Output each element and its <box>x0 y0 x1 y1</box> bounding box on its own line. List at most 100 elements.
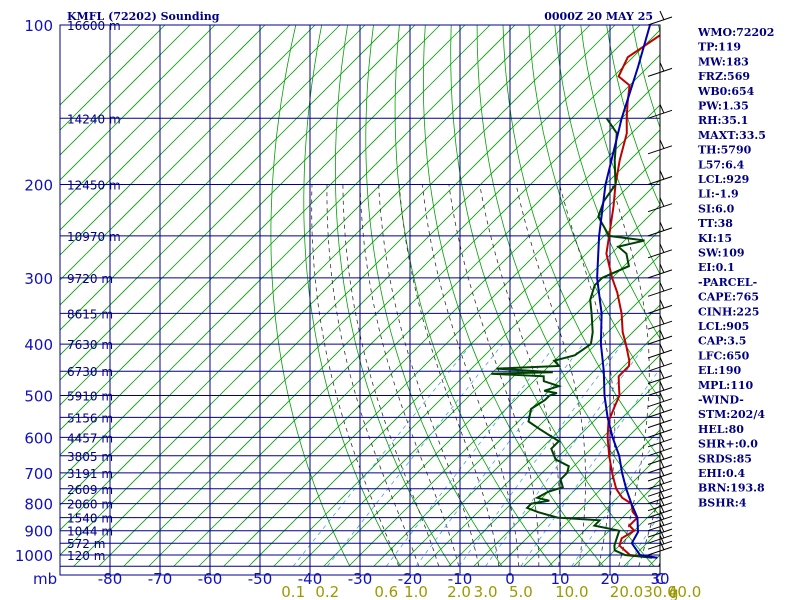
isotherm-line <box>60 25 366 331</box>
dry-adiabat-line <box>762 25 800 566</box>
isotherm-line <box>398 304 660 567</box>
isotherm-line <box>523 429 660 567</box>
wind-barb-staff <box>647 398 673 408</box>
dry-adiabat-line <box>335 25 452 567</box>
isotherm-line <box>448 354 660 567</box>
height-label: 16600 m <box>67 19 121 33</box>
height-label: 1044 m <box>67 525 113 539</box>
isotherm-line <box>60 25 416 381</box>
index-value: TP:119 <box>698 41 741 54</box>
wind-barb-staff <box>647 528 673 538</box>
pressure-grid <box>59 24 661 576</box>
temperature-tick-label: -10 <box>448 570 473 588</box>
index-value: WB0:654 <box>697 85 755 98</box>
wind-barb-staff <box>647 203 673 213</box>
moist-adiabat-line <box>326 184 420 567</box>
isotherm-line <box>60 25 391 356</box>
height-label: 5910 m <box>67 390 113 404</box>
wind-barb-feather <box>659 62 665 72</box>
parcel-profile-line <box>596 25 658 559</box>
moist-adiabat-line <box>559 184 616 567</box>
height-label: 12450 m <box>67 179 121 193</box>
wind-barb-feather <box>659 474 665 485</box>
moist-adiabat-line <box>611 184 650 567</box>
index-value: CAP:3.5 <box>698 335 746 348</box>
height-label: 2060 m <box>67 498 113 512</box>
wind-barb-feather <box>659 314 665 325</box>
dry-adiabat-line <box>422 25 604 567</box>
pressure-tick-label: 300 <box>24 270 53 288</box>
mixing-ratio-lines <box>292 343 660 567</box>
wind-barb-staff <box>647 447 673 457</box>
moist-adiabat-line <box>378 184 480 567</box>
index-value: LCL:905 <box>698 320 749 333</box>
isotherm-line <box>60 25 316 281</box>
index-value: MPL:110 <box>698 379 754 392</box>
mixing-ratio-line <box>415 343 584 567</box>
isotherm-line <box>60 25 266 231</box>
dry-adiabat-line <box>394 25 554 567</box>
index-value: SI:6.0 <box>698 202 735 215</box>
height-label: 2609 m <box>67 483 113 497</box>
wind-barb-staff <box>647 249 673 259</box>
wind-barb-staff <box>647 387 673 396</box>
wind-barb-staff <box>647 320 673 330</box>
temperature-tick-label: 20 <box>600 570 619 588</box>
index-value: -PARCEL- <box>698 276 757 289</box>
temperature-tick-label: -80 <box>98 570 123 588</box>
wind-barb-staff <box>647 515 673 525</box>
index-value: HEL:80 <box>698 423 744 436</box>
pressure-tick-label: 900 <box>24 523 53 541</box>
isotherm-line <box>248 154 660 567</box>
mixing-ratio-line <box>385 343 557 567</box>
temperature-tick-label: -50 <box>248 570 273 588</box>
index-value: FRZ:569 <box>698 70 750 83</box>
height-label: 572 m <box>67 537 105 551</box>
wind-barb-staff <box>647 109 673 119</box>
isotherm-line <box>323 229 660 567</box>
wind-barb-staff <box>647 362 673 372</box>
temperature-tick-label: 10 <box>550 570 569 588</box>
chart-title-time: 0000Z 20 MAY 25 <box>544 10 653 23</box>
temperature-tick-label: -40 <box>298 570 323 588</box>
wind-barb-feather <box>659 104 665 114</box>
wind-barb-staff <box>647 375 673 385</box>
isotherm-line <box>60 25 466 431</box>
dry-adiabat-line <box>270 25 351 567</box>
index-value: EI:0.1 <box>698 261 735 274</box>
moist-adiabat-line <box>398 184 500 567</box>
wind-barb-feather <box>659 503 665 513</box>
isotherm-line <box>60 25 591 556</box>
index-value: MAXT:33.5 <box>698 129 766 142</box>
wind-barb-feather <box>659 528 665 539</box>
wind-barb-staff <box>647 408 673 418</box>
index-value: PW:1.35 <box>698 100 749 113</box>
wind-barb-feather <box>659 534 665 545</box>
wind-barb-feather <box>659 522 665 533</box>
moist-adiabat-line <box>448 184 540 567</box>
moist-adiabat-line <box>359 184 460 567</box>
wind-barb-feather <box>659 496 665 506</box>
height-label: 10970 m <box>67 230 121 244</box>
moist-adiabat-line <box>342 184 440 567</box>
wind-barb-staff <box>647 227 673 237</box>
isotherm-line <box>60 25 491 456</box>
height-label: 9720 m <box>67 272 113 286</box>
mixing-ratio-line <box>458 343 623 567</box>
isotherm-line <box>423 329 660 567</box>
wind-barb-feather <box>659 432 665 443</box>
dry-adiabat-line <box>502 25 660 460</box>
wind-barb-feather <box>659 450 665 460</box>
wind-barb-feather <box>659 466 665 477</box>
wind-barb-feather <box>659 403 665 413</box>
isotherm-line <box>198 104 660 567</box>
height-label: 1540 m <box>67 512 113 526</box>
isotherm-line <box>498 404 660 567</box>
mixing-ratio-labels: 0.1 0.2 0.6 1.0 2.0 3.0 5.0 10.0 20.0 30.040.0 <box>281 583 701 600</box>
mixing-ratio-label: 3.0 <box>474 583 498 600</box>
wind-barb-feather <box>659 329 665 340</box>
isotherm-line <box>60 25 191 156</box>
moist-adiabat-line <box>515 184 586 567</box>
isotherm-line <box>298 204 660 567</box>
